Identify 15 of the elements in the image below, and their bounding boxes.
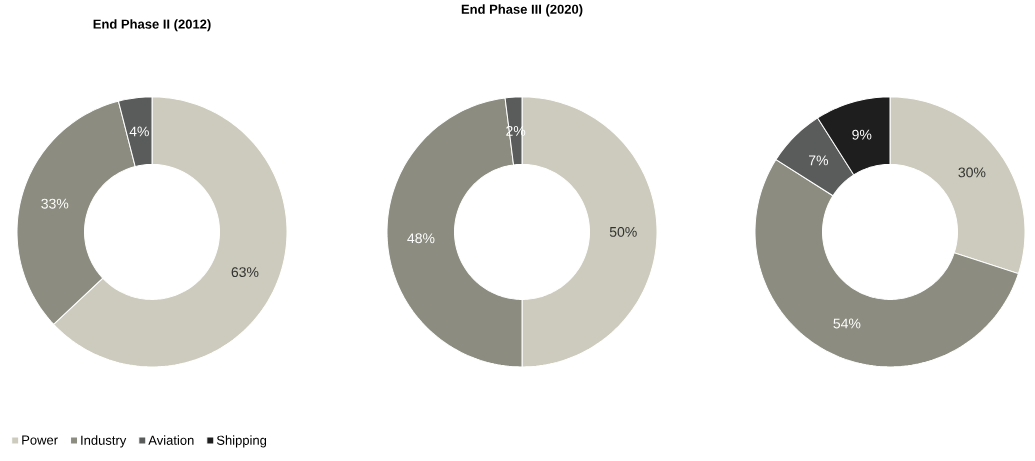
data-label: 48% [407, 233, 435, 244]
data-label: 7% [809, 155, 829, 166]
chart-title: End Phase III (2020) [461, 4, 583, 17]
legend-label: Aviation [148, 435, 194, 445]
legend-label: Shipping [216, 435, 267, 448]
data-label: 9% [852, 129, 872, 140]
chart-title: End Phase II (2012) [93, 19, 211, 32]
data-label: 54% [833, 318, 861, 329]
data-label: 63% [231, 267, 259, 278]
legend-label: Power [22, 435, 58, 445]
data-label: 4% [129, 126, 149, 137]
data-label: 50% [609, 226, 637, 237]
data-label: 30% [958, 167, 986, 178]
data-label: 33% [41, 198, 69, 209]
legend-label: Industry [81, 435, 127, 448]
